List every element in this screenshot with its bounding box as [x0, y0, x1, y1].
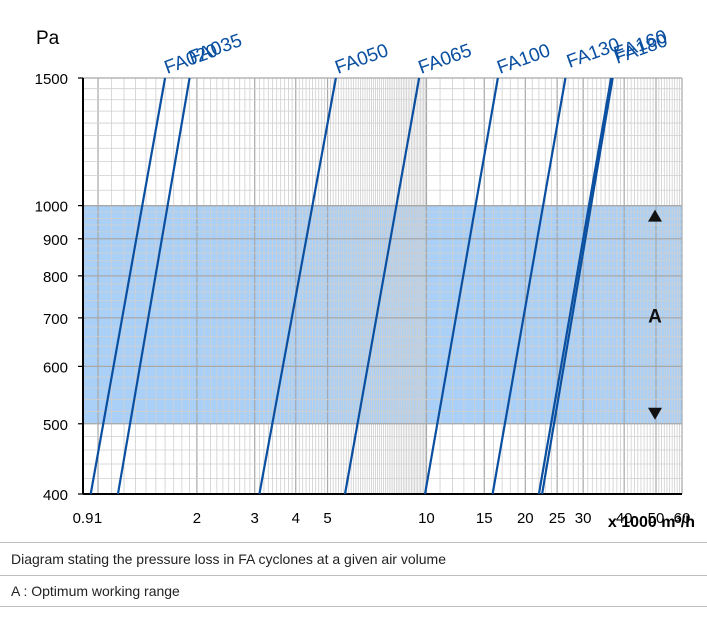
series-line-fa160 — [541, 77, 614, 495]
x-tick-label: 3 — [251, 510, 259, 527]
series-label: FA050 — [332, 40, 391, 79]
series-line-fa020 — [89, 77, 167, 495]
x-tick-label: 60 — [674, 510, 691, 527]
y-tick-label: 500 — [43, 417, 68, 434]
x-tick-label: 2 — [193, 510, 201, 527]
y-axis-unit-label: Pa — [36, 28, 60, 49]
arrow-down-icon — [648, 407, 662, 420]
series-line-fa130 — [491, 77, 567, 495]
x-tick-label: 30 — [575, 510, 592, 527]
series-label: FA065 — [416, 40, 475, 79]
x-tick-label: 10 — [418, 510, 435, 527]
x-tick-label: 20 — [517, 510, 534, 527]
series-line-fa035 — [116, 77, 191, 495]
y-tick-label: 900 — [43, 232, 68, 249]
series-label: FA100 — [494, 40, 553, 79]
x-tick-label: 5 — [323, 510, 331, 527]
caption-separator — [0, 606, 707, 607]
arrow-up-icon — [648, 209, 662, 222]
caption-text: Diagram stating the pressure loss in FA … — [11, 551, 446, 567]
series-line-fa100 — [423, 77, 499, 495]
caption-legend-a: A : Optimum working range — [11, 583, 180, 599]
x-axis-unit-label: x 1000 m³/h — [608, 514, 695, 531]
y-tick-label: 400 — [43, 487, 68, 504]
series-line-fa180 — [537, 77, 613, 495]
x-tick-label: 15 — [476, 510, 493, 527]
series-line-fa050 — [258, 77, 337, 495]
x-tick-label: 25 — [549, 510, 566, 527]
band-label: A — [648, 307, 662, 328]
y-tick-label: 800 — [43, 269, 68, 286]
x-tick-label: 4 — [292, 510, 300, 527]
series-line-fa065 — [343, 77, 421, 495]
y-tick-label: 1000 — [35, 199, 68, 216]
caption-separator — [0, 575, 707, 576]
y-tick-label: 700 — [43, 311, 68, 328]
series-label: FA035 — [186, 30, 245, 69]
y-tick-label: 1500 — [35, 71, 68, 88]
caption-separator — [0, 542, 707, 543]
x-tick-label: 40 — [616, 510, 633, 527]
x-tick-label: 50 — [648, 510, 665, 527]
x-tick-label: 0.9 — [73, 510, 94, 527]
x-tick-label: 1 — [94, 510, 102, 527]
y-tick-label: 600 — [43, 359, 68, 376]
